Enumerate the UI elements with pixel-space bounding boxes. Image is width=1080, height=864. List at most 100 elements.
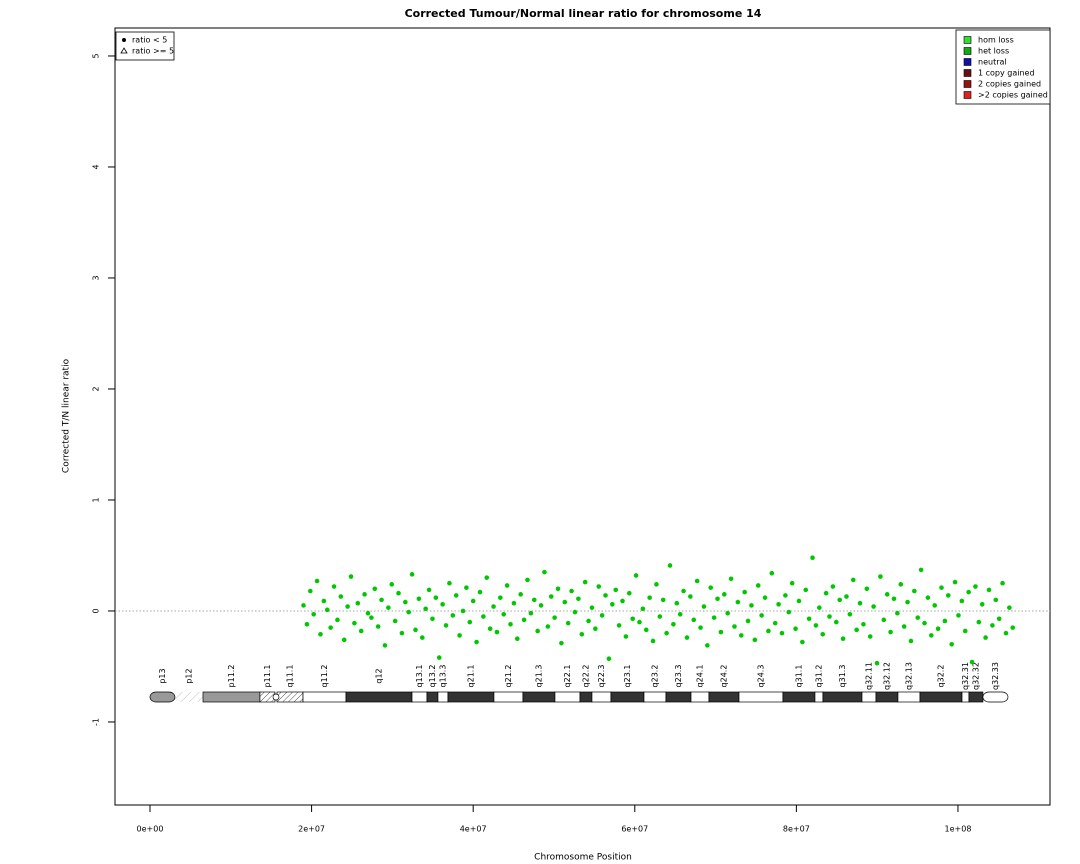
point xyxy=(464,585,469,590)
point xyxy=(460,608,466,614)
band-label: q13.1 xyxy=(415,665,424,688)
ideogram-band xyxy=(919,691,963,703)
point xyxy=(443,623,449,628)
point xyxy=(966,589,971,595)
legend-label: 1 copy gained xyxy=(978,69,1035,78)
point xyxy=(542,569,547,575)
point xyxy=(593,626,598,632)
point xyxy=(643,627,649,633)
point xyxy=(613,587,619,593)
ideogram-band xyxy=(968,691,984,703)
point xyxy=(976,619,982,625)
point xyxy=(525,577,530,583)
point xyxy=(582,579,588,585)
centromere xyxy=(272,693,280,701)
point xyxy=(969,659,975,665)
point xyxy=(898,582,904,587)
point xyxy=(338,594,344,599)
point xyxy=(453,593,459,598)
point xyxy=(481,614,486,619)
point xyxy=(307,588,313,594)
plot-frame xyxy=(114,27,1051,806)
point xyxy=(501,612,507,617)
point xyxy=(864,586,870,592)
ideogram-band xyxy=(447,691,495,703)
legend-swatch xyxy=(963,69,972,77)
point xyxy=(786,609,792,615)
x-tick-label: 1e+08 xyxy=(945,825,972,834)
point xyxy=(959,598,965,604)
point xyxy=(718,629,724,635)
point xyxy=(596,584,602,589)
point xyxy=(735,599,741,605)
point xyxy=(531,597,537,603)
point xyxy=(844,594,849,599)
point xyxy=(552,615,557,620)
point xyxy=(1007,605,1012,610)
point xyxy=(657,614,663,619)
point xyxy=(810,555,815,560)
point xyxy=(392,618,398,624)
point xyxy=(335,617,340,623)
point xyxy=(932,603,938,608)
point xyxy=(935,626,941,632)
point xyxy=(562,599,568,605)
point xyxy=(715,596,720,602)
band-label: q22.3 xyxy=(597,665,606,688)
point xyxy=(772,620,778,626)
band-label: q23.3 xyxy=(674,665,683,688)
ideogram-band xyxy=(149,691,176,703)
point xyxy=(331,584,337,589)
point xyxy=(857,600,863,606)
ideogram-band xyxy=(610,691,645,703)
point xyxy=(698,625,703,630)
point xyxy=(491,604,496,609)
ideogram-band xyxy=(591,691,612,703)
band-label: p13 xyxy=(158,668,167,683)
band-label: q13.3 xyxy=(438,665,447,688)
point xyxy=(647,595,652,600)
y-tick-label: 2 xyxy=(92,386,101,391)
point xyxy=(956,613,961,618)
point xyxy=(518,592,523,597)
ideogram-band xyxy=(708,691,740,703)
point xyxy=(901,624,907,629)
point xyxy=(725,610,730,616)
ideogram-band xyxy=(493,691,524,703)
point xyxy=(301,603,306,608)
y-tick-label: 0 xyxy=(92,608,101,613)
point xyxy=(796,598,802,604)
point xyxy=(664,630,669,636)
point xyxy=(433,595,439,600)
band-label: q32.13 xyxy=(904,662,913,690)
point xyxy=(820,631,826,637)
point xyxy=(905,599,910,605)
ideogram-band xyxy=(861,691,877,703)
point xyxy=(620,598,625,604)
point xyxy=(436,655,442,660)
point xyxy=(484,575,490,580)
point xyxy=(569,588,574,594)
point xyxy=(555,586,561,592)
point xyxy=(650,638,656,644)
point xyxy=(942,618,948,624)
y-tick-label: -1 xyxy=(92,718,101,726)
ideogram-band xyxy=(738,691,784,703)
legend-label: het loss xyxy=(978,47,1009,56)
point xyxy=(352,620,357,626)
point xyxy=(599,613,605,618)
ideogram-band xyxy=(643,691,667,703)
point xyxy=(511,600,517,606)
point xyxy=(565,620,571,626)
band-label: q13.2 xyxy=(428,665,437,688)
ideogram-band xyxy=(345,691,413,703)
band-label: q22.2 xyxy=(581,665,590,688)
band-label: q21.1 xyxy=(466,665,475,688)
band-label: q22.1 xyxy=(563,665,572,688)
band-label: q31.2 xyxy=(814,665,823,688)
point xyxy=(949,641,954,647)
band-label: q24.1 xyxy=(695,665,704,688)
point xyxy=(850,577,856,583)
point xyxy=(514,636,520,642)
